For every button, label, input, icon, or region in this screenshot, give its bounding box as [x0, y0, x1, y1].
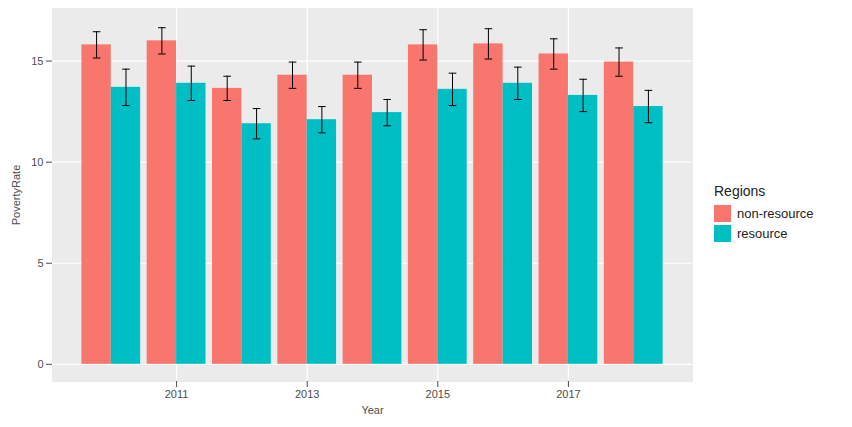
- svg-text:10: 10: [31, 156, 43, 168]
- svg-text:PovertyRate: PovertyRate: [10, 165, 22, 226]
- html-text:non-resource: non-resource: [737, 205, 814, 221]
- svg-text:0: 0: [37, 358, 43, 370]
- svg-text:Year: Year: [361, 404, 384, 416]
- svg-text:2015: 2015: [426, 388, 450, 400]
- html-text:Regions: Regions: [714, 182, 766, 199]
- svg-text:5: 5: [37, 257, 43, 269]
- svg-text:15: 15: [31, 55, 43, 67]
- svg-text:2013: 2013: [295, 388, 319, 400]
- svg-text:2017: 2017: [556, 388, 580, 400]
- svg-text:2011: 2011: [165, 388, 189, 400]
- html-text:resource: resource: [737, 225, 788, 241]
